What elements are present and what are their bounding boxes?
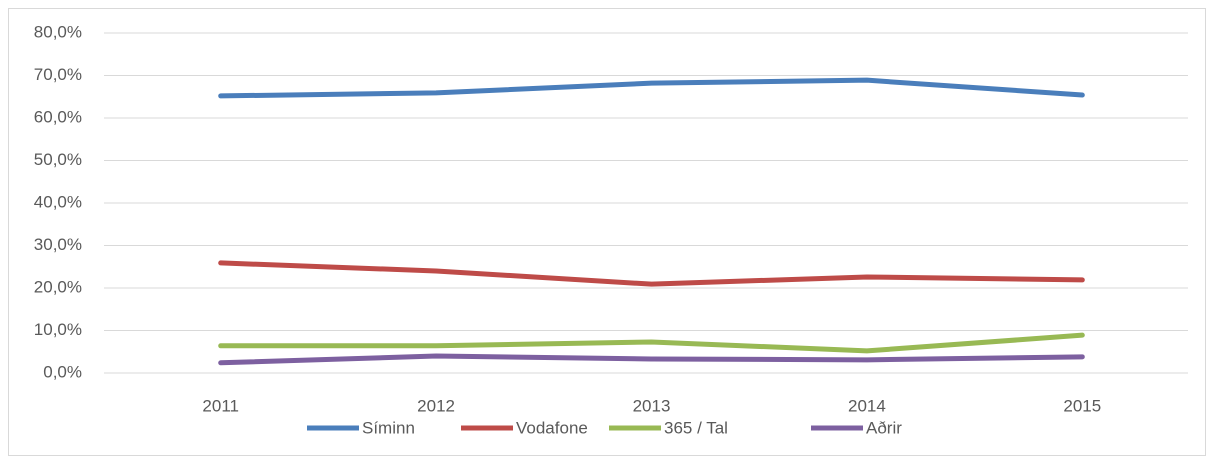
x-tick-label: 2015	[1063, 396, 1101, 415]
series-line	[218, 77, 1085, 99]
y-tick-label: 60,0%	[34, 107, 82, 126]
series-line	[218, 353, 1085, 366]
x-tick-label: 2012	[417, 396, 455, 415]
y-tick-label: 30,0%	[34, 235, 82, 254]
y-tick-label: 0,0%	[43, 362, 82, 381]
y-tick-label: 50,0%	[34, 150, 82, 169]
x-tick-label: 2014	[848, 396, 886, 415]
legend-label: 365 / Tal	[664, 418, 728, 437]
y-tick-label: 10,0%	[34, 320, 82, 339]
x-tick-label: 2011	[202, 396, 239, 415]
legend-label: Aðrir	[866, 418, 902, 437]
y-tick-label: 40,0%	[34, 192, 82, 211]
x-tick-label: 2013	[633, 396, 671, 415]
legend-label: Vodafone	[516, 418, 588, 437]
y-tick-label: 70,0%	[34, 65, 82, 84]
y-tick-label: 20,0%	[34, 277, 82, 296]
legend-label: Síminn	[362, 418, 415, 437]
y-tick-label: 80,0%	[34, 22, 82, 41]
series-line	[218, 260, 1085, 287]
series-line	[218, 332, 1085, 354]
